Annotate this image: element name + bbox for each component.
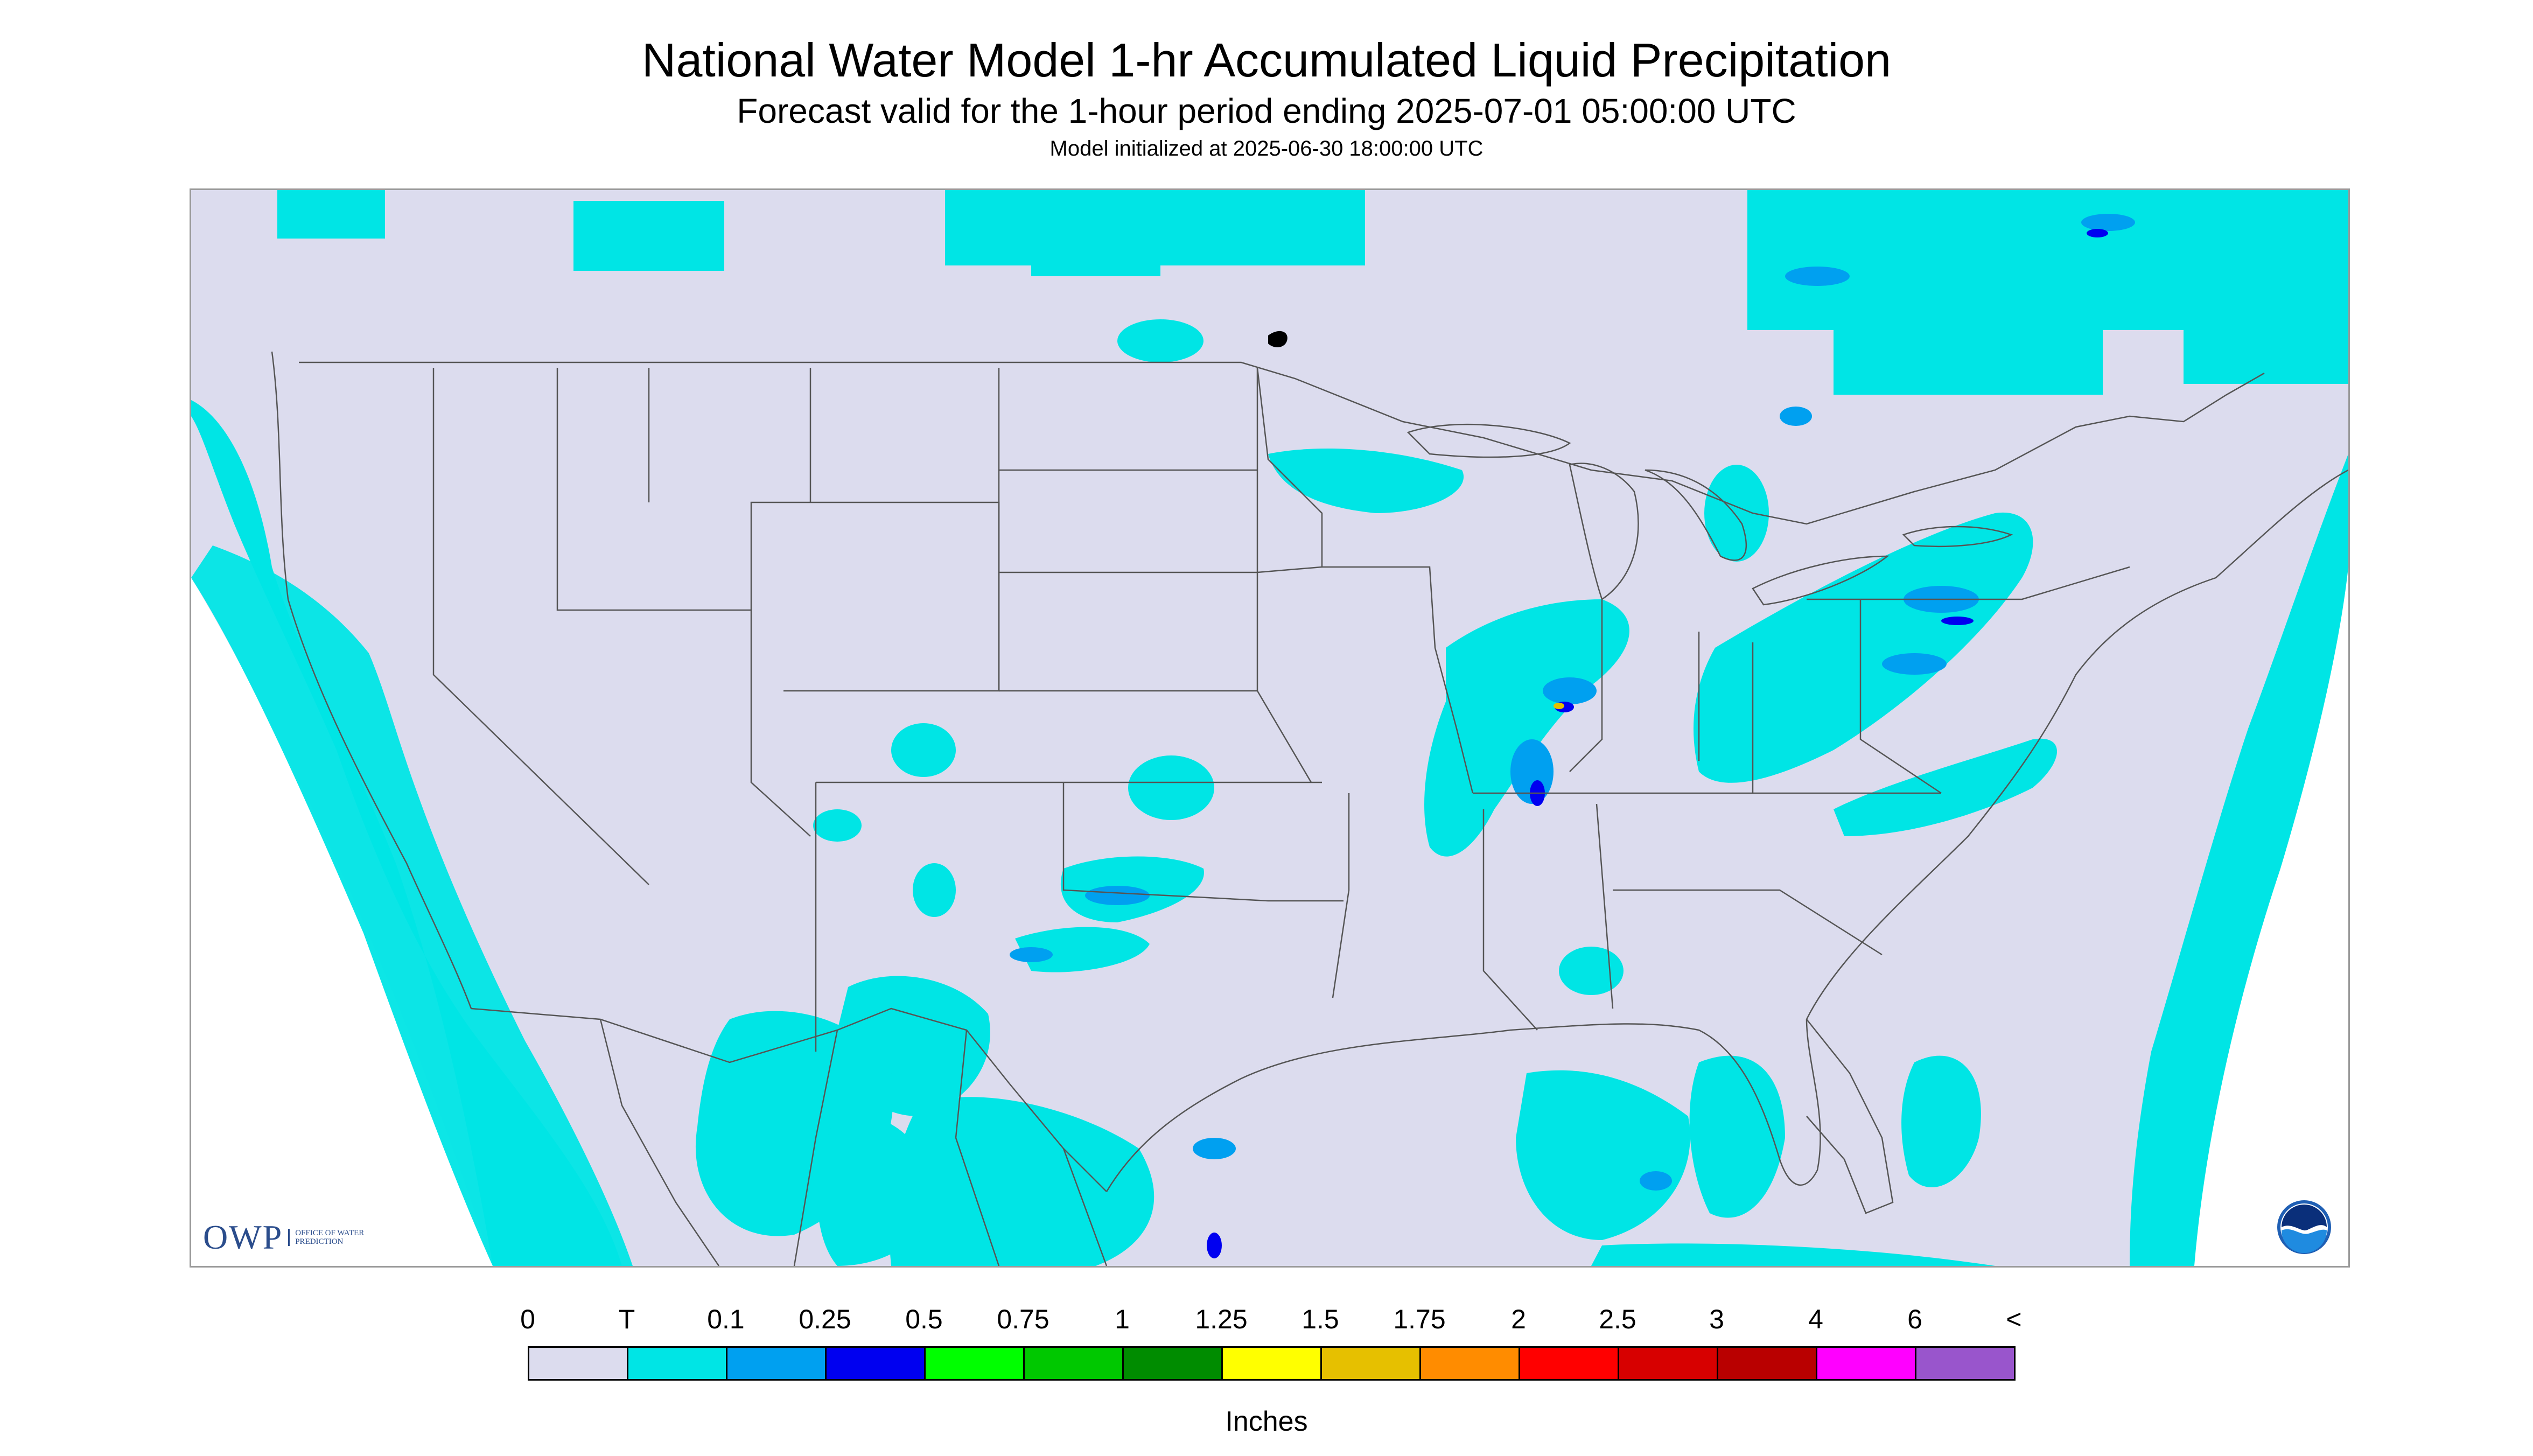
precip-legend-bar — [528, 1346, 2016, 1384]
legend-tick-label: 1 — [1115, 1304, 1130, 1334]
valid-time-subtitle: Forecast valid for the 1-hour period end… — [737, 92, 1796, 130]
map-title: National Water Model 1-hr Accumulated Li… — [641, 33, 1892, 87]
legend-tick-label: 4 — [1808, 1304, 1823, 1334]
map-canvas — [191, 190, 2348, 1266]
legend-tick-label: 0.25 — [799, 1304, 851, 1334]
legend-swatch — [1320, 1346, 1421, 1381]
legend-tick-label: 0 — [520, 1304, 535, 1334]
midwest-precip-band — [1268, 449, 2057, 857]
legend-swatch — [1419, 1346, 1520, 1381]
owp-logo-mark: OWP — [203, 1218, 283, 1256]
legend-swatch — [1023, 1346, 1124, 1381]
model-domain — [191, 190, 2348, 1266]
southern-precip-cells — [695, 723, 1995, 1266]
legend-tick-label: 0.5 — [905, 1304, 943, 1334]
legend-swatch — [627, 1346, 727, 1381]
legend-tick-label: 3 — [1709, 1304, 1724, 1334]
atlantic-precip-band — [2130, 454, 2348, 1266]
light-rain-cores — [1010, 214, 2135, 1191]
state-boundaries — [271, 351, 2348, 1266]
northern-precip-cells — [277, 190, 2348, 395]
legend-swatch — [1816, 1346, 1916, 1381]
legend-tick-label: 1.25 — [1195, 1304, 1248, 1334]
legend-swatch — [1519, 1346, 1619, 1381]
legend-swatch — [528, 1346, 628, 1381]
lake-marker — [1268, 331, 1288, 347]
legend-tick-label: 1.5 — [1302, 1304, 1339, 1334]
legend-swatch — [924, 1346, 1025, 1381]
owp-logo: OWP OFFICE OF WATER PREDICTION — [203, 1217, 370, 1257]
legend-swatch — [1717, 1346, 1817, 1381]
legend-swatch — [1915, 1346, 2016, 1381]
legend-swatch — [825, 1346, 926, 1381]
legend-tick-label: T — [618, 1304, 635, 1334]
precipitation-map: OWP OFFICE OF WATER PREDICTION — [190, 188, 2350, 1268]
noaa-logo — [2277, 1200, 2331, 1254]
legend-swatch — [726, 1346, 827, 1381]
model-init-line: Model initialized at 2025-06-30 18:00:00… — [1049, 137, 1484, 160]
legend-swatch — [1618, 1346, 1718, 1381]
legend-tick-label: 1.75 — [1393, 1304, 1446, 1334]
owp-logo-text: OFFICE OF WATER PREDICTION — [288, 1229, 370, 1246]
legend-tick-label: 0.75 — [997, 1304, 1049, 1334]
legend-tick-label: 6 — [1907, 1304, 1922, 1334]
legend-swatch — [1122, 1346, 1223, 1381]
heavy-rain-spots — [1554, 703, 1564, 709]
legend-tick-label: 2 — [1511, 1304, 1526, 1334]
legend-units: Inches — [1225, 1406, 1308, 1437]
legend-tick-label: 0.1 — [707, 1304, 745, 1334]
legend-tick-label: 2.5 — [1599, 1304, 1636, 1334]
legend-swatch — [1221, 1346, 1322, 1381]
legend-tick-label: < — [2006, 1304, 2022, 1334]
